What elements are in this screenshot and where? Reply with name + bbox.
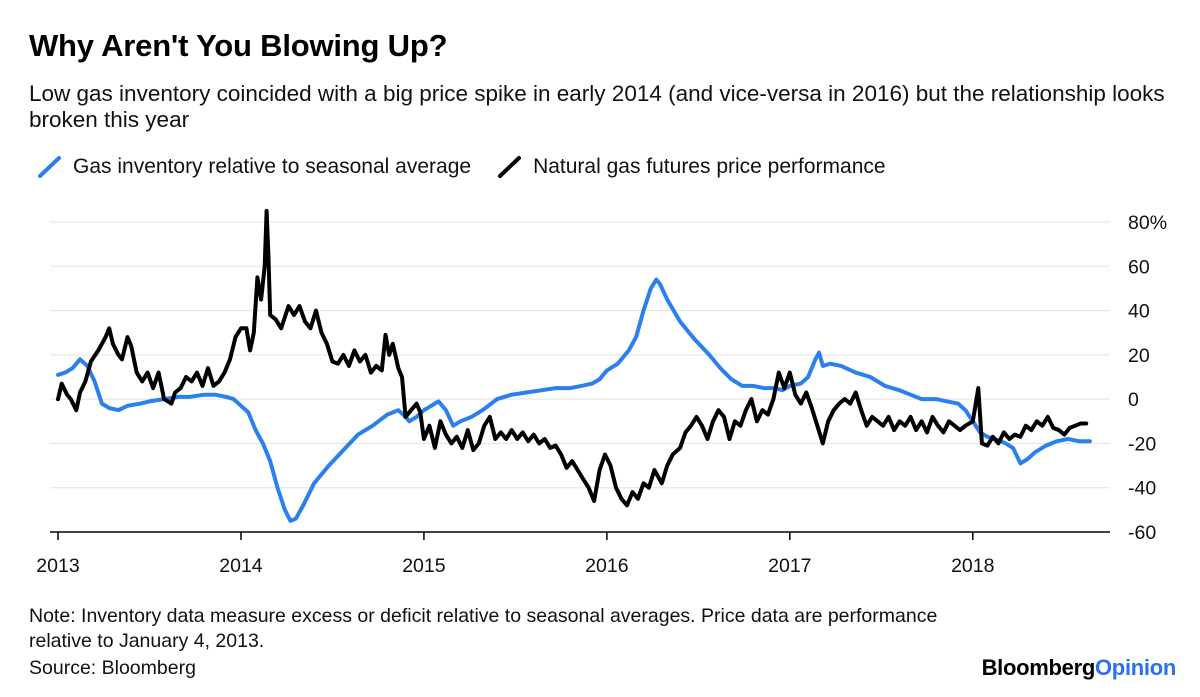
y-tick-label: 60 bbox=[1128, 256, 1150, 278]
x-tick-label: 2015 bbox=[402, 555, 446, 577]
x-tick-label: 2016 bbox=[585, 555, 628, 577]
legend-label-inventory: Gas inventory relative to seasonal avera… bbox=[73, 155, 472, 178]
x-tick-label: 2013 bbox=[36, 555, 79, 577]
chart-subtitle: Low gas inventory coincided with a big p… bbox=[29, 81, 1165, 132]
chart-legend: Gas inventory relative to seasonal avera… bbox=[37, 154, 912, 180]
y-tick-label: -20 bbox=[1128, 433, 1156, 455]
y-tick-label: 80% bbox=[1128, 212, 1167, 234]
legend-swatch-inventory bbox=[38, 156, 61, 178]
legend-item-price: Natural gas futures price performance bbox=[497, 154, 886, 180]
series-line-inventory bbox=[56, 277, 1092, 523]
chart-source: Source: Bloomberg bbox=[29, 657, 196, 679]
y-tick-label: -60 bbox=[1128, 522, 1156, 544]
legend-swatch-price bbox=[498, 156, 522, 178]
legend-label-price: Natural gas futures price performance bbox=[533, 155, 886, 178]
chart-title: Why Aren't You Blowing Up? bbox=[29, 28, 448, 63]
brand-part-bloomberg: Bloomberg bbox=[981, 655, 1096, 680]
brand-part-opinion: Opinion bbox=[1095, 655, 1176, 680]
x-tick-label: 2017 bbox=[768, 555, 811, 577]
y-tick-label: 40 bbox=[1128, 301, 1150, 323]
series-line-price bbox=[56, 208, 1089, 508]
y-tick-label: 20 bbox=[1128, 345, 1150, 367]
y-tick-label: 0 bbox=[1128, 389, 1139, 411]
x-tick-label: 2014 bbox=[219, 555, 263, 577]
x-tick-label: 2018 bbox=[951, 555, 994, 577]
legend-item-inventory: Gas inventory relative to seasonal avera… bbox=[37, 154, 471, 180]
y-tick-label: -40 bbox=[1128, 478, 1156, 500]
brand-logo: BloombergOpinion bbox=[981, 655, 1177, 681]
chart-note: Note: Inventory data measure excess or d… bbox=[29, 605, 938, 652]
